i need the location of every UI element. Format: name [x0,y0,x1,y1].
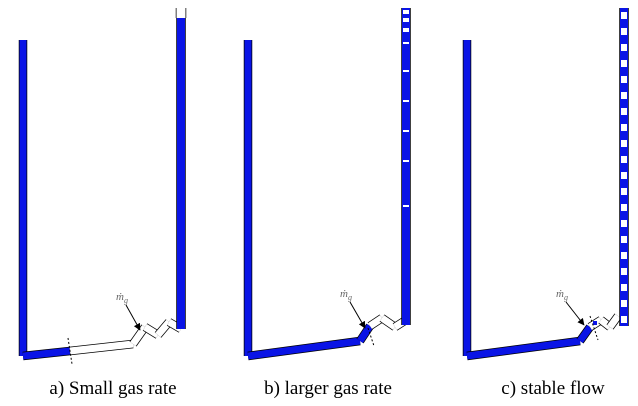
gas-slug [621,236,627,243]
gas-slug [621,76,627,83]
inlet-label: ṁg [556,288,568,302]
gas-slug [621,188,627,195]
caption: b) larger gas rate [264,378,392,399]
gas-slug [621,124,627,131]
gas-slug [403,205,409,207]
gas-slug [621,268,627,275]
gas-slug [403,70,409,72]
label-main: ṁ [340,288,348,300]
pipe [70,344,133,351]
arrow [566,302,584,325]
gas-slug [621,12,627,19]
gas-slug [403,10,409,14]
label-sub: g [124,296,128,305]
caption: a) Small gas rate [49,378,176,399]
pipe [133,327,145,344]
pipe [610,316,618,327]
pipe [382,318,395,327]
gas-slug [621,204,627,211]
gas-slug [403,42,409,44]
gas-slug [403,100,409,102]
label-main: ṁ [116,291,124,303]
caption: c) stable flow [501,378,605,399]
gas-slug [621,284,627,291]
gas-slug [621,92,627,99]
figure: ṁgṁgṁg a) Small gas rate b) larger gas r… [0,0,638,406]
label-main: ṁ [556,288,564,300]
gas-slug [403,130,409,132]
gas-slug [621,44,627,51]
gas-slug [621,108,627,115]
gas-slug [403,160,409,162]
gas-slug [403,28,409,32]
gas-slug [621,316,627,323]
label-sub: g [564,293,568,302]
gas-slug [621,252,627,259]
gas-slug [621,28,627,35]
gas-slug [621,156,627,163]
label-sub: g [348,293,352,302]
arrow [350,302,365,328]
pipe [23,351,70,356]
gas-slug [593,321,597,325]
inlet-label: ṁg [116,291,128,305]
gas-slug [621,140,627,147]
pipe [580,327,590,341]
gas-slug [621,300,627,307]
gas-slug [621,60,627,67]
pipe [248,341,360,356]
gas-slug [621,220,627,227]
gas-slug [403,18,409,22]
gas-slug [621,172,627,179]
pipe [370,318,382,326]
inlet-label: ṁg [340,288,352,302]
arrow [126,305,140,330]
pipe [158,322,169,335]
pipe [467,341,580,356]
